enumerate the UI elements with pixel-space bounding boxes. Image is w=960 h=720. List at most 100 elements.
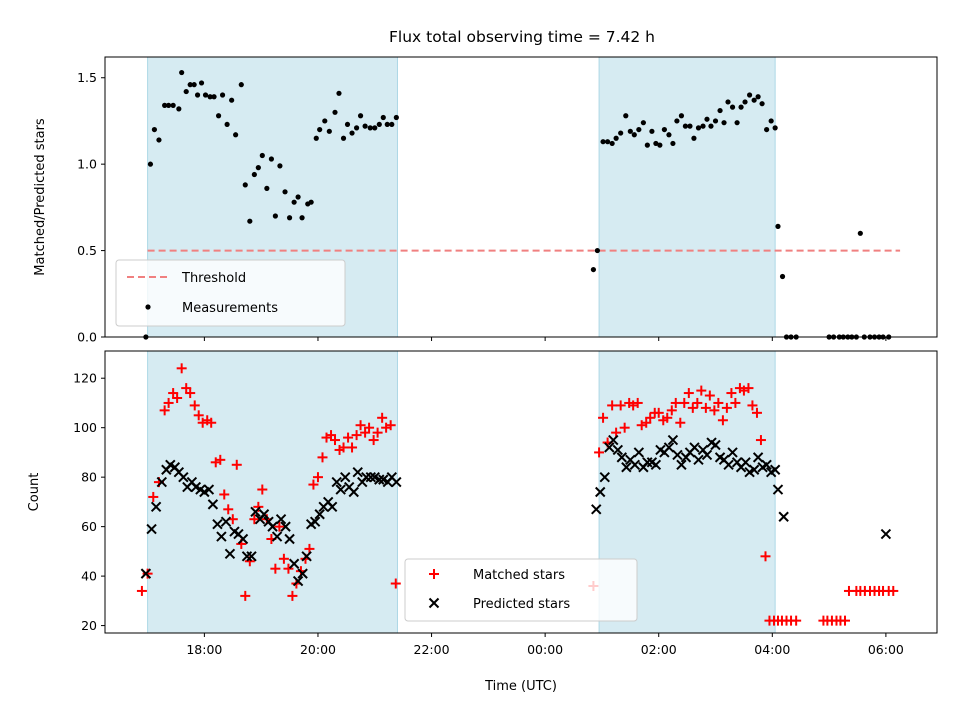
measurement-point	[326, 128, 332, 134]
predicted-star-point	[250, 506, 261, 517]
y-tick-label: 20	[81, 618, 97, 633]
predicted-star-point	[203, 484, 215, 495]
measurement-point	[712, 118, 719, 124]
legend-top: Threshold Measurements	[115, 259, 346, 327]
x-b	[646, 457, 658, 468]
matched-star-point	[215, 454, 226, 465]
x-b	[667, 434, 679, 446]
predicted-star-point	[599, 471, 610, 483]
measurement-point	[755, 94, 761, 100]
measurement-point	[631, 132, 637, 138]
matched-star-point	[377, 412, 388, 423]
matched-star-point	[159, 405, 170, 416]
axes-frame	[104, 350, 938, 634]
matched-star-point	[713, 397, 724, 408]
measurement-point	[187, 82, 193, 88]
measurement-point	[340, 135, 347, 141]
predicted-star-point	[633, 447, 645, 458]
measurement-point	[224, 121, 230, 128]
measurement-point	[779, 273, 786, 280]
predicted-star-point	[772, 484, 784, 495]
matched-star-point	[308, 479, 319, 490]
matched-star-point	[148, 491, 159, 502]
measurement-point	[295, 194, 301, 200]
matched-star-point	[760, 551, 771, 562]
measurement-point	[627, 128, 633, 134]
predicted-star-point	[146, 523, 157, 535]
predicted-star-point	[237, 533, 249, 545]
x-b	[288, 558, 300, 569]
measurement-point	[623, 113, 629, 119]
measurement-point	[678, 113, 685, 119]
predicted-star-point	[314, 509, 325, 520]
predicted-star-point	[391, 476, 402, 488]
predicted-star-point	[271, 531, 283, 542]
measurement-point	[349, 130, 355, 136]
predicted-star-point	[880, 528, 892, 540]
matched-star-point	[368, 435, 379, 446]
y-axis-label: Count	[27, 473, 42, 512]
matched-star-point	[721, 402, 732, 413]
measurement-point	[738, 104, 744, 110]
x-b	[156, 476, 167, 488]
matched-star-point	[717, 415, 728, 426]
matched-star-point	[231, 459, 242, 470]
x-b	[280, 521, 291, 532]
x-b	[365, 471, 376, 483]
x-b	[740, 457, 751, 468]
predicted-star-point	[224, 548, 236, 560]
measurement-point	[147, 161, 154, 167]
measurement-point	[605, 139, 611, 145]
measurement-point	[725, 99, 731, 105]
x-tick-label: 22:00	[414, 642, 450, 657]
measurement-point	[682, 123, 689, 129]
measurement-point	[721, 120, 727, 126]
matched-star-point	[136, 585, 147, 596]
measurement-point	[238, 82, 244, 88]
legend-measurement-label: Measurements	[182, 301, 278, 316]
x-b	[258, 509, 270, 520]
matched-star-point	[632, 397, 643, 408]
x-b	[693, 454, 704, 466]
x-b	[173, 467, 185, 478]
x-b	[616, 452, 628, 463]
measurement-point	[708, 123, 714, 129]
matched-star-point	[249, 514, 260, 525]
x-b	[190, 481, 202, 493]
x-b	[267, 521, 278, 532]
predicted-star-point	[616, 452, 628, 463]
predicted-star-point	[331, 476, 342, 488]
x-b	[752, 452, 764, 463]
measurement-point	[649, 128, 655, 134]
matched-star-point	[704, 390, 715, 401]
measurement-point	[198, 80, 205, 86]
measurement-point	[286, 215, 293, 221]
x-b	[216, 531, 227, 542]
measurement-point	[162, 102, 168, 108]
legend-box	[115, 259, 346, 327]
predicted-star-point	[748, 464, 760, 475]
x-tick-label: 20:00	[300, 642, 336, 657]
top-panel: 0.0 0.5 1.0 1.5 Matched/Predicted stars Thres…	[33, 56, 938, 345]
x-b	[297, 568, 308, 579]
matched-star-point	[679, 397, 690, 408]
predicted-star-point	[693, 454, 704, 466]
matched-star-point	[390, 578, 401, 589]
x-b	[237, 533, 249, 545]
x-b	[284, 533, 295, 545]
predicted-star-point	[150, 501, 162, 513]
measurement-point	[695, 125, 702, 131]
measurement-point	[384, 121, 390, 128]
measurement-point	[376, 121, 382, 128]
measurement-point	[313, 135, 319, 141]
predicted-star-point	[326, 501, 338, 513]
measurement-point	[640, 120, 646, 126]
matched-star-point	[730, 397, 741, 408]
predicted-star-point	[595, 486, 606, 498]
measurement-point	[644, 142, 650, 148]
measurement-point	[308, 199, 314, 205]
measurement-point	[389, 121, 395, 128]
measurement-point	[609, 140, 615, 147]
predicted-star-point	[292, 575, 304, 587]
measurement-point	[277, 163, 283, 169]
